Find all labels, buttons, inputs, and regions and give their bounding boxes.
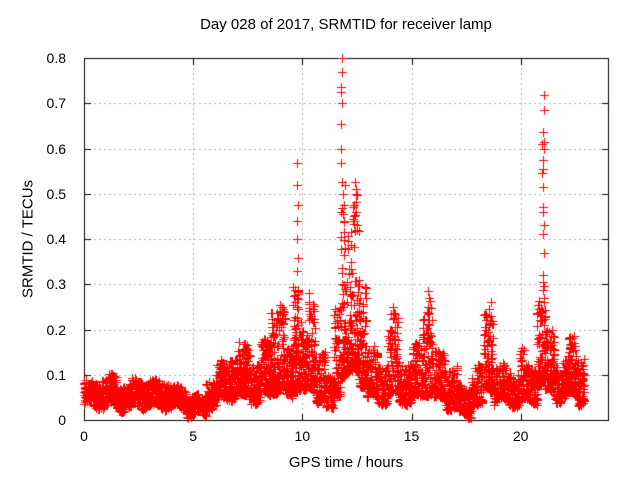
y-tick-label: 0 bbox=[58, 412, 66, 428]
x-tick-label: 0 bbox=[80, 428, 88, 444]
y-tick-label: 0.1 bbox=[46, 366, 66, 383]
y-tick-label: 0.8 bbox=[46, 50, 66, 66]
x-tick-label: 10 bbox=[294, 428, 311, 444]
y-tick-label: 0.2 bbox=[46, 321, 66, 338]
y-tick-label: 0.6 bbox=[46, 140, 66, 157]
y-tick-label: 0.4 bbox=[46, 231, 66, 247]
x-axis-label: GPS time / hours bbox=[288, 454, 404, 471]
x-tick-label: 5 bbox=[189, 428, 198, 444]
y-tick-label: 0.5 bbox=[46, 185, 66, 202]
y-tick-label: 0.3 bbox=[46, 276, 66, 293]
x-tick-label: 15 bbox=[403, 428, 420, 444]
chart-title: Day 028 of 2017, SRMTID for receiver lam… bbox=[200, 16, 492, 33]
y-tick-label: 0.7 bbox=[46, 95, 66, 112]
x-tick-label: 20 bbox=[512, 428, 529, 444]
